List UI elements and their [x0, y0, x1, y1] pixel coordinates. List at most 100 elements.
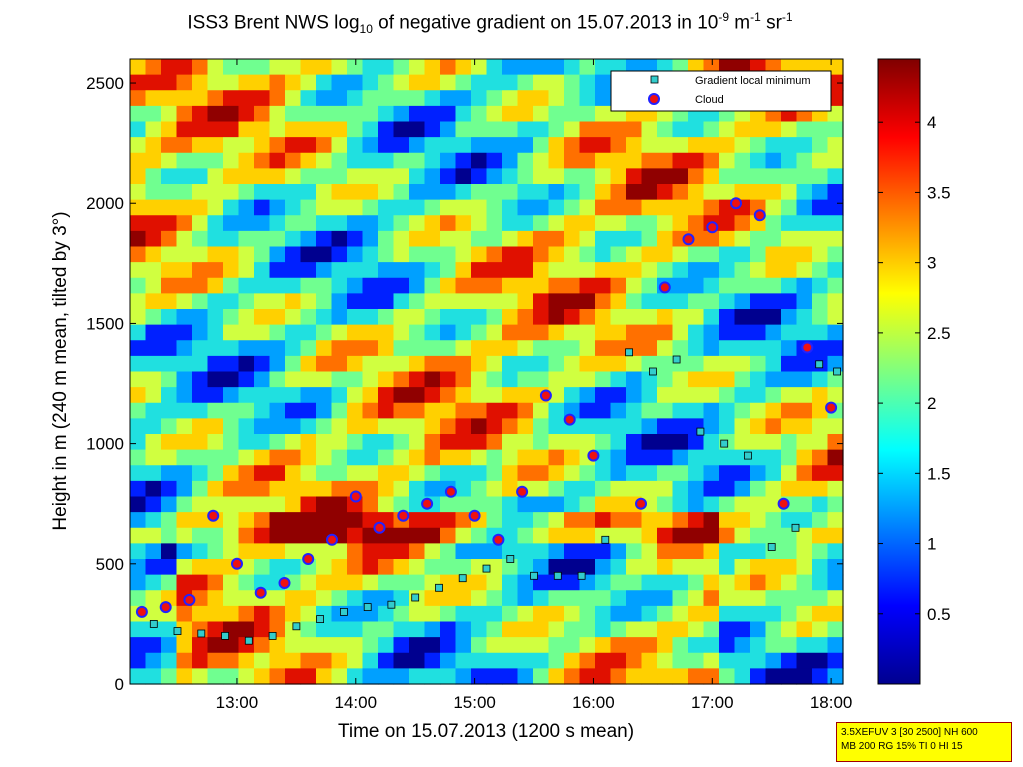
heatmap-cell	[362, 465, 379, 482]
heatmap-cell	[254, 402, 271, 419]
heatmap-cell	[424, 199, 441, 216]
cloud-point	[207, 509, 220, 522]
heatmap-cell	[703, 121, 720, 138]
heatmap-cell	[347, 199, 364, 216]
heatmap-cell	[207, 355, 224, 373]
heatmap-cell	[548, 74, 565, 91]
heatmap-cell	[145, 527, 162, 544]
gradient-minimum-point	[221, 632, 230, 640]
heatmap-cell	[130, 574, 147, 591]
heatmap-cell	[548, 480, 565, 498]
heatmap-cell	[254, 559, 271, 576]
heatmap-cell	[533, 293, 550, 310]
heatmap-cell	[610, 340, 627, 357]
heatmap-cell	[130, 293, 147, 310]
heatmap-cell	[130, 199, 147, 216]
gradient-minimum-point	[625, 348, 633, 357]
heatmap-cell	[796, 480, 813, 498]
heatmap-cell	[161, 449, 178, 466]
heatmap-cell	[657, 199, 674, 216]
heatmap-cell	[641, 402, 658, 419]
heatmap-cell	[161, 90, 178, 107]
chart-title: ISS3 Brent NWS log10 of negative gradien…	[187, 10, 793, 37]
x-tick-label: 15:00	[453, 693, 496, 712]
heatmap-cell	[781, 543, 798, 560]
heatmap-cell	[486, 199, 503, 216]
heatmap-cell	[285, 449, 302, 466]
heatmap-cell	[161, 652, 178, 669]
heatmap-cell	[812, 434, 829, 451]
heatmap-cell	[130, 637, 147, 654]
heatmap-cell	[486, 340, 503, 357]
heatmap-cell	[362, 527, 379, 544]
heatmap-cell	[269, 121, 286, 138]
heatmap-cell	[455, 199, 472, 216]
heatmap-cell	[207, 262, 224, 279]
heatmap-cell	[362, 559, 379, 576]
heatmap-cell	[192, 168, 209, 185]
heatmap-cell	[734, 418, 751, 435]
heatmap-cell	[812, 387, 829, 404]
heatmap-cell	[378, 309, 395, 326]
heatmap-cell	[130, 559, 147, 576]
heatmap-cell	[378, 340, 395, 357]
heatmap-cell	[393, 496, 410, 513]
heatmap-cell	[734, 371, 751, 388]
heatmap-cell	[455, 371, 472, 388]
heatmap-cell	[269, 137, 286, 154]
heatmap-cell	[269, 387, 286, 404]
heatmap-cell	[796, 215, 813, 232]
heatmap-cell	[207, 230, 224, 248]
heatmap-cell	[254, 309, 271, 326]
heatmap-cell	[455, 418, 472, 435]
heatmap-cell	[254, 90, 271, 107]
heatmap-cell	[564, 324, 581, 341]
heatmap-cell	[750, 668, 767, 685]
heatmap-cell	[812, 512, 829, 529]
heatmap-cell	[564, 590, 581, 607]
heatmap-cell	[254, 340, 271, 357]
heatmap-cell	[471, 496, 488, 513]
heatmap-cell	[579, 105, 596, 123]
heatmap-cell	[455, 637, 472, 654]
heatmap-cell	[393, 574, 410, 591]
heatmap-cell	[688, 277, 705, 294]
heatmap-cell	[471, 574, 488, 591]
heatmap-cell	[796, 543, 813, 560]
heatmap-cell	[610, 527, 627, 544]
heatmap-cell	[750, 121, 767, 138]
heatmap-cell	[130, 402, 147, 419]
heatmap-cell	[812, 480, 829, 498]
heatmap-cell	[765, 340, 782, 357]
heatmap-cell	[548, 90, 565, 107]
heatmap-cell	[347, 527, 364, 544]
heatmap-cell	[827, 340, 844, 357]
heatmap-cell	[207, 496, 224, 513]
heatmap-cell	[269, 277, 286, 294]
heatmap-cell	[796, 605, 813, 623]
heatmap-cell	[300, 527, 317, 544]
heatmap-cell	[719, 215, 736, 232]
heatmap-cell	[641, 152, 658, 169]
heatmap-cell	[812, 543, 829, 560]
heatmap-cell	[734, 184, 751, 201]
heatmap-cell	[130, 246, 147, 263]
heatmap-cell	[579, 246, 596, 263]
heatmap-cell	[502, 559, 519, 576]
heatmap-cell	[424, 230, 441, 248]
heatmap-cell	[238, 512, 255, 529]
heatmap-cell	[424, 590, 441, 607]
heatmap-cell	[207, 168, 224, 185]
heatmap-cell	[781, 574, 798, 591]
heatmap-cell	[254, 121, 271, 138]
heatmap-cell	[486, 90, 503, 107]
heatmap-cell	[300, 230, 317, 248]
heatmap-cell	[564, 512, 581, 529]
heatmap-cell	[688, 652, 705, 669]
heatmap-cell	[641, 527, 658, 544]
heatmap-cell	[223, 543, 240, 560]
heatmap-cell	[347, 355, 364, 373]
heatmap-cell	[703, 137, 720, 154]
heatmap-cell	[409, 184, 426, 201]
cloud-point	[682, 233, 695, 246]
